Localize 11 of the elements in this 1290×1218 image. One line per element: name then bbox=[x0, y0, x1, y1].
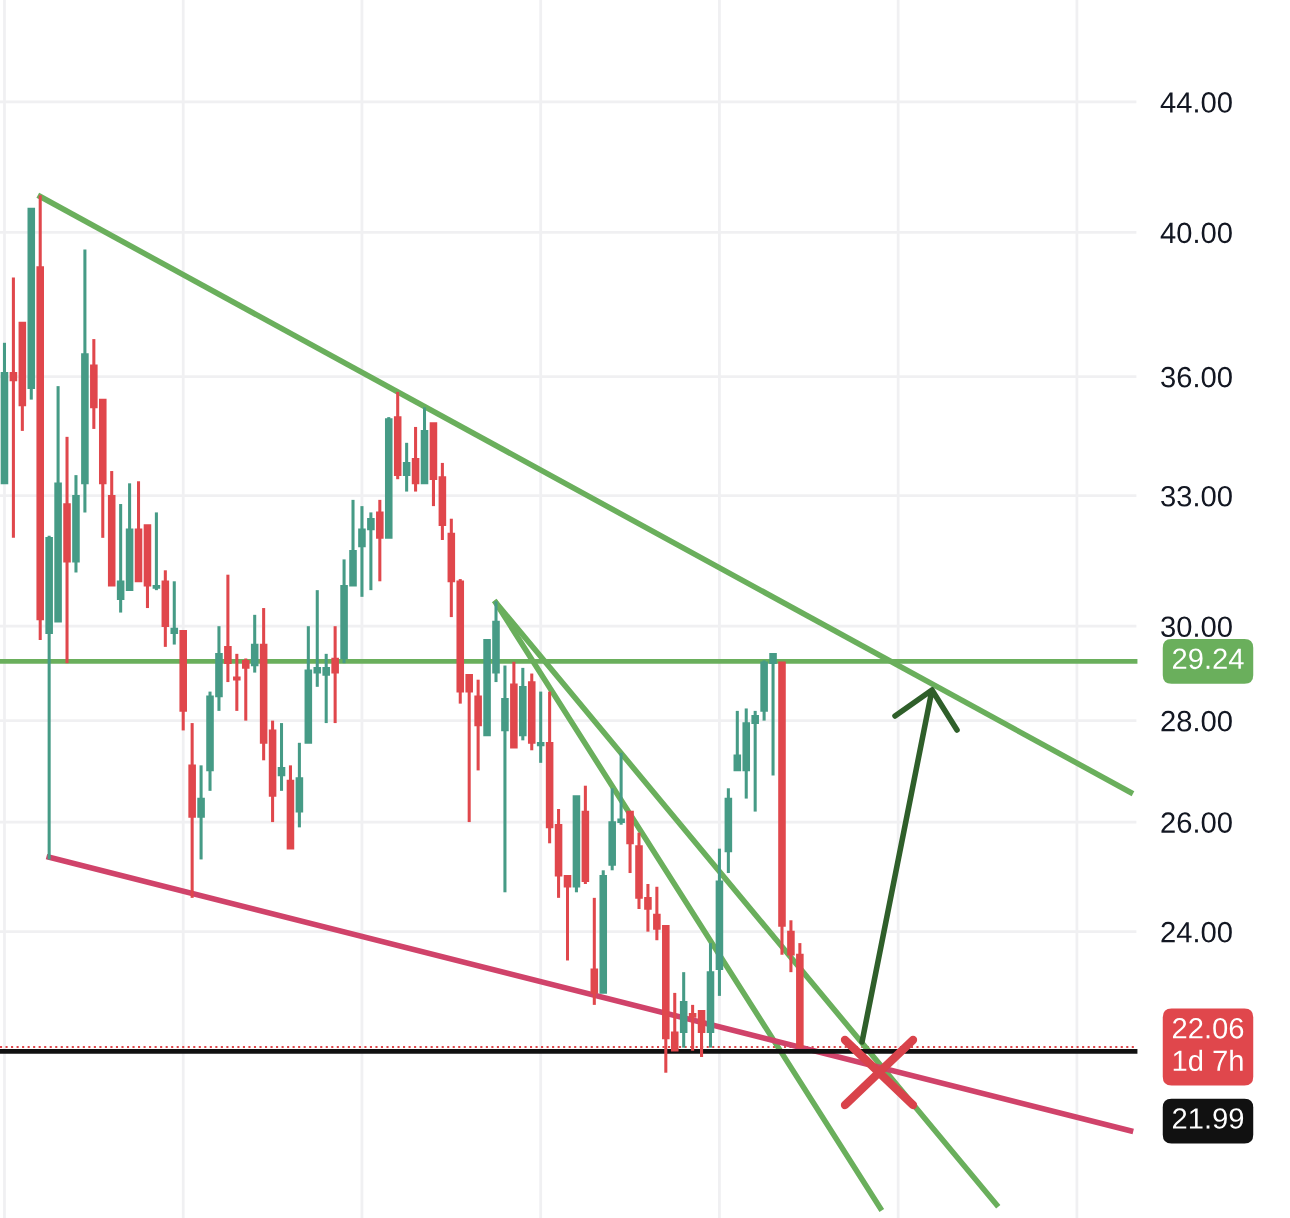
y-tick-label: 26.00 bbox=[1161, 812, 1232, 833]
y-tick-label: 44.00 bbox=[1160, 92, 1232, 113]
ref-line-label: 22.06 1d 7h bbox=[1172, 1017, 1244, 1072]
ref-line-label: 21.99 bbox=[1172, 1108, 1244, 1129]
y-tick-label: 28.00 bbox=[1161, 710, 1232, 732]
ref-line-label: 29.24 bbox=[1172, 648, 1244, 670]
y-tick-label: 33.00 bbox=[1161, 485, 1232, 507]
y-tick-label: 36.00 bbox=[1161, 366, 1232, 388]
y-tick-label: 40.00 bbox=[1160, 222, 1232, 244]
y-tick-label: 30.00 bbox=[1161, 616, 1232, 638]
y-tick-label: 24.00 bbox=[1161, 921, 1232, 943]
